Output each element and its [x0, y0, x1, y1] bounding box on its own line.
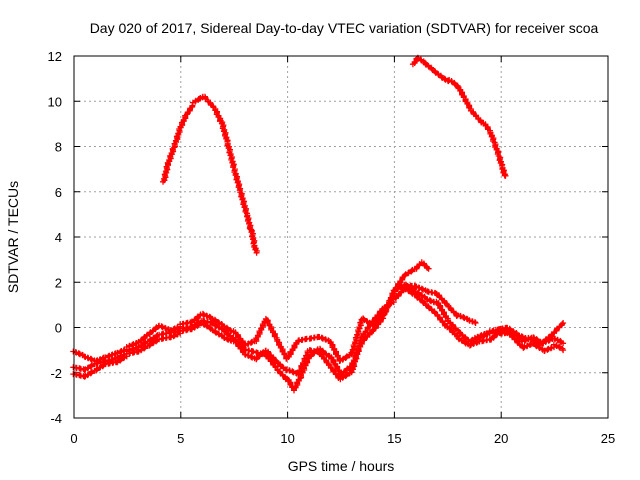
point-markers — [409, 54, 509, 179]
y-tick-label: 12 — [48, 49, 62, 64]
y-axis-label: SDTVAR / TECUs — [5, 181, 21, 293]
y-tick-labels: -4 -2 0 2 4 6 8 10 12 — [48, 49, 62, 426]
point-markers — [401, 282, 479, 326]
x-axis-label: GPS time / hours — [288, 458, 395, 474]
point-markers — [70, 285, 567, 383]
point-markers — [471, 320, 567, 349]
x-tick-labels: 0 5 10 15 20 25 — [70, 431, 615, 446]
x-tick-label: 15 — [387, 431, 401, 446]
y-tick-label: 4 — [55, 230, 62, 245]
point-markers — [160, 93, 260, 256]
x-tick-label: 5 — [177, 431, 184, 446]
y-tick-label: 10 — [48, 94, 62, 109]
series-track-4 — [401, 282, 479, 326]
series-track-3 — [70, 285, 567, 383]
chart-title: Day 020 of 2017, Sidereal Day-to-day VTE… — [90, 20, 599, 36]
plot-frame — [73, 55, 609, 419]
series-arc-2 — [409, 54, 509, 179]
x-tick-label: 25 — [601, 431, 615, 446]
data-points — [70, 54, 567, 394]
series-arc-1 — [160, 93, 260, 256]
x-tick-label: 0 — [70, 431, 77, 446]
series-track-5 — [471, 320, 567, 349]
grid-lines — [74, 56, 608, 418]
y-tick-label: -4 — [50, 411, 62, 426]
y-tick-label: -2 — [50, 366, 62, 381]
y-tick-label: 6 — [55, 185, 62, 200]
x-tick-label: 20 — [494, 431, 508, 446]
y-tick-label: 2 — [55, 275, 62, 290]
y-tick-label: 8 — [55, 140, 62, 155]
y-tick-label: 0 — [55, 321, 62, 336]
x-tick-label: 10 — [280, 431, 294, 446]
